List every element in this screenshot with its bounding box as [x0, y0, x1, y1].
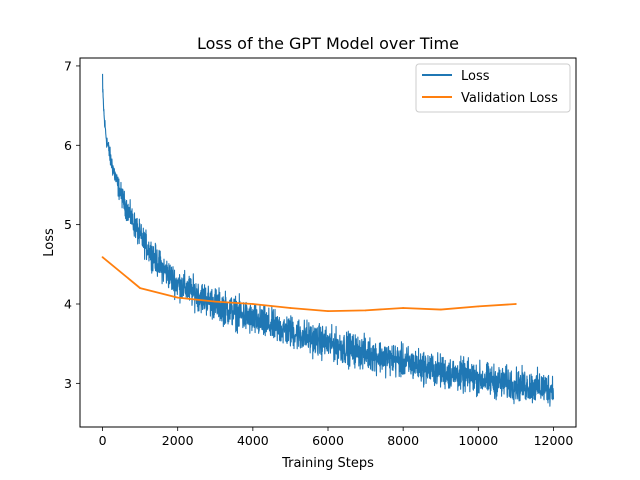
validation-loss-point: [402, 307, 405, 309]
legend: Loss Validation Loss: [415, 63, 571, 113]
x-axis-ticks: 0 2000 4000 6000 8000 10000 12000: [99, 427, 574, 448]
x-tick-label: 12000: [534, 433, 574, 448]
y-tick-label: 6: [64, 138, 72, 153]
validation-loss-point: [214, 300, 217, 303]
validation-loss-point: [477, 305, 480, 308]
validation-loss-point: [176, 296, 179, 299]
validation-loss-point: [439, 308, 442, 311]
y-axis-label: Loss: [42, 228, 57, 257]
y-tick-label: 5: [64, 217, 72, 232]
legend-label-loss: Loss: [461, 69, 490, 84]
x-tick-label: 2000: [162, 433, 194, 448]
validation-loss-point: [289, 307, 292, 309]
legend-label-validation-loss: Validation Loss: [461, 91, 558, 106]
x-tick-label: 0: [99, 433, 107, 448]
validation-loss-point: [364, 309, 367, 312]
x-tick-label: 6000: [312, 433, 344, 448]
x-tick-label: 10000: [458, 433, 498, 448]
chart-title: Loss of the GPT Model over Time: [197, 34, 459, 53]
x-tick-label: 4000: [237, 433, 269, 448]
series-line-validation-loss: [101, 256, 516, 313]
x-tick-label: 8000: [387, 433, 419, 448]
series-line-loss: [102, 73, 554, 407]
validation-loss-point: [327, 310, 329, 313]
plot-area: [101, 73, 554, 407]
legend-box: [415, 63, 571, 113]
validation-loss-point: [251, 303, 254, 305]
validation-loss-point: [101, 256, 104, 259]
y-tick-label: 4: [64, 297, 72, 312]
y-axis-ticks: 3 4 5 6 7: [64, 58, 80, 391]
validation-loss-point: [514, 303, 517, 305]
validation-loss-point: [139, 287, 142, 290]
y-tick-label: 7: [64, 58, 72, 73]
x-axis-label: Training Steps: [281, 456, 374, 471]
y-tick-label: 3: [64, 376, 72, 391]
